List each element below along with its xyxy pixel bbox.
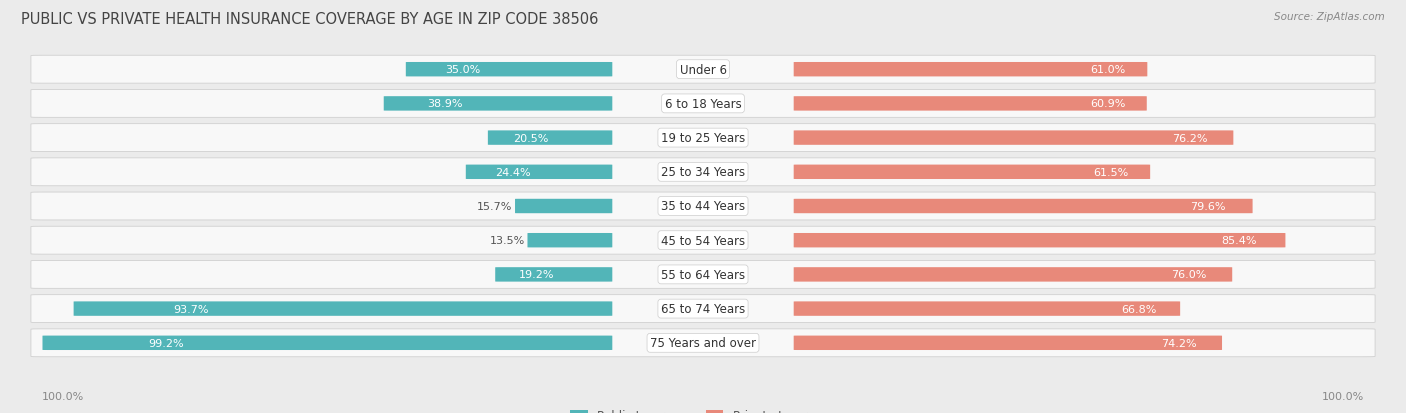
Text: 19 to 25 Years: 19 to 25 Years — [661, 132, 745, 145]
FancyBboxPatch shape — [793, 199, 1253, 214]
Text: 13.5%: 13.5% — [489, 236, 524, 246]
FancyBboxPatch shape — [31, 192, 1375, 221]
Text: 75 Years and over: 75 Years and over — [650, 337, 756, 349]
Text: 60.9%: 60.9% — [1090, 99, 1125, 109]
FancyBboxPatch shape — [31, 124, 1375, 152]
FancyBboxPatch shape — [793, 336, 1222, 350]
Text: 79.6%: 79.6% — [1191, 202, 1226, 211]
Text: 74.2%: 74.2% — [1161, 338, 1197, 348]
FancyBboxPatch shape — [488, 131, 613, 145]
FancyBboxPatch shape — [31, 227, 1375, 254]
FancyBboxPatch shape — [31, 56, 1375, 84]
FancyBboxPatch shape — [495, 268, 613, 282]
Text: 93.7%: 93.7% — [173, 304, 208, 314]
Text: 15.7%: 15.7% — [477, 202, 512, 211]
Text: 61.5%: 61.5% — [1094, 167, 1129, 177]
FancyBboxPatch shape — [31, 159, 1375, 186]
Text: 61.0%: 61.0% — [1091, 65, 1126, 75]
Text: 55 to 64 Years: 55 to 64 Years — [661, 268, 745, 281]
Text: 85.4%: 85.4% — [1222, 236, 1257, 246]
Text: 35 to 44 Years: 35 to 44 Years — [661, 200, 745, 213]
Text: 100.0%: 100.0% — [1322, 392, 1364, 401]
Text: Source: ZipAtlas.com: Source: ZipAtlas.com — [1274, 12, 1385, 22]
Text: 6 to 18 Years: 6 to 18 Years — [665, 97, 741, 111]
FancyBboxPatch shape — [793, 301, 1180, 316]
Text: 38.9%: 38.9% — [427, 99, 463, 109]
Text: 76.2%: 76.2% — [1173, 133, 1208, 143]
FancyBboxPatch shape — [384, 97, 613, 112]
Text: Under 6: Under 6 — [679, 64, 727, 76]
FancyBboxPatch shape — [406, 63, 613, 77]
FancyBboxPatch shape — [31, 90, 1375, 118]
Text: 100.0%: 100.0% — [42, 392, 84, 401]
Text: 35.0%: 35.0% — [446, 65, 481, 75]
FancyBboxPatch shape — [793, 131, 1233, 145]
Text: 20.5%: 20.5% — [513, 133, 548, 143]
FancyBboxPatch shape — [31, 295, 1375, 323]
Legend: Public Insurance, Private Insurance: Public Insurance, Private Insurance — [565, 404, 841, 413]
FancyBboxPatch shape — [31, 261, 1375, 289]
FancyBboxPatch shape — [793, 268, 1232, 282]
Text: PUBLIC VS PRIVATE HEALTH INSURANCE COVERAGE BY AGE IN ZIP CODE 38506: PUBLIC VS PRIVATE HEALTH INSURANCE COVER… — [21, 12, 599, 27]
FancyBboxPatch shape — [793, 63, 1147, 77]
Text: 45 to 54 Years: 45 to 54 Years — [661, 234, 745, 247]
Text: 99.2%: 99.2% — [148, 338, 183, 348]
FancyBboxPatch shape — [515, 199, 613, 214]
FancyBboxPatch shape — [42, 336, 613, 350]
FancyBboxPatch shape — [793, 233, 1285, 248]
FancyBboxPatch shape — [793, 165, 1150, 180]
Text: 24.4%: 24.4% — [495, 167, 530, 177]
Text: 76.0%: 76.0% — [1171, 270, 1206, 280]
FancyBboxPatch shape — [73, 301, 613, 316]
Text: 66.8%: 66.8% — [1122, 304, 1157, 314]
Text: 25 to 34 Years: 25 to 34 Years — [661, 166, 745, 179]
Text: 65 to 74 Years: 65 to 74 Years — [661, 302, 745, 316]
FancyBboxPatch shape — [793, 97, 1147, 112]
Text: 19.2%: 19.2% — [519, 270, 554, 280]
FancyBboxPatch shape — [465, 165, 613, 180]
FancyBboxPatch shape — [31, 329, 1375, 357]
FancyBboxPatch shape — [527, 233, 613, 248]
